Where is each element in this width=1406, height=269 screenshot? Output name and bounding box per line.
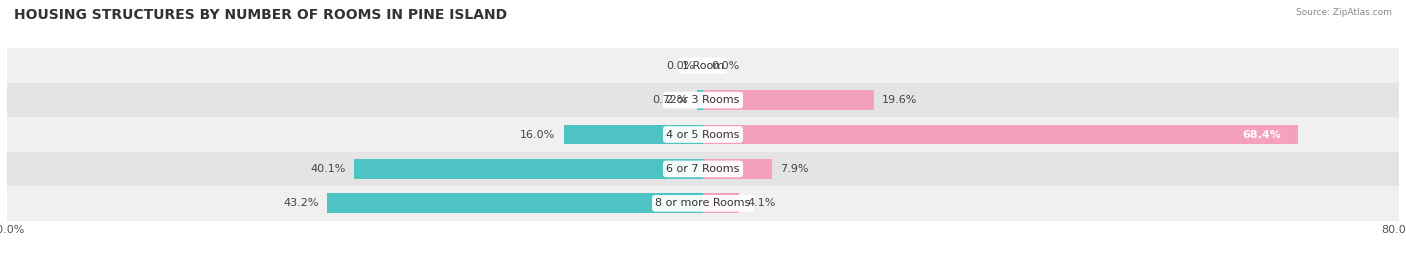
Text: 4.1%: 4.1% xyxy=(748,198,776,208)
Bar xyxy=(328,193,703,213)
Text: 4 or 5 Rooms: 4 or 5 Rooms xyxy=(666,129,740,140)
Bar xyxy=(354,159,703,179)
Bar xyxy=(7,152,1399,186)
Bar xyxy=(703,193,738,213)
Bar xyxy=(697,90,703,110)
Text: 19.6%: 19.6% xyxy=(882,95,918,105)
Bar xyxy=(564,125,703,144)
Text: HOUSING STRUCTURES BY NUMBER OF ROOMS IN PINE ISLAND: HOUSING STRUCTURES BY NUMBER OF ROOMS IN… xyxy=(14,8,508,22)
Bar xyxy=(7,48,1399,83)
Bar xyxy=(703,90,873,110)
Bar xyxy=(7,186,1399,221)
Text: 43.2%: 43.2% xyxy=(283,198,319,208)
Text: 6 or 7 Rooms: 6 or 7 Rooms xyxy=(666,164,740,174)
Text: 40.1%: 40.1% xyxy=(311,164,346,174)
Text: 16.0%: 16.0% xyxy=(520,129,555,140)
Text: 0.72%: 0.72% xyxy=(652,95,688,105)
Bar xyxy=(703,125,1298,144)
Text: 1 Room: 1 Room xyxy=(682,61,724,71)
Text: 0.0%: 0.0% xyxy=(666,61,695,71)
Text: Source: ZipAtlas.com: Source: ZipAtlas.com xyxy=(1296,8,1392,17)
Text: 68.4%: 68.4% xyxy=(1241,129,1281,140)
Bar xyxy=(7,83,1399,117)
Bar xyxy=(703,159,772,179)
Text: 7.9%: 7.9% xyxy=(780,164,808,174)
Text: 0.0%: 0.0% xyxy=(711,61,740,71)
Text: 8 or more Rooms: 8 or more Rooms xyxy=(655,198,751,208)
Bar xyxy=(7,117,1399,152)
Text: 2 or 3 Rooms: 2 or 3 Rooms xyxy=(666,95,740,105)
